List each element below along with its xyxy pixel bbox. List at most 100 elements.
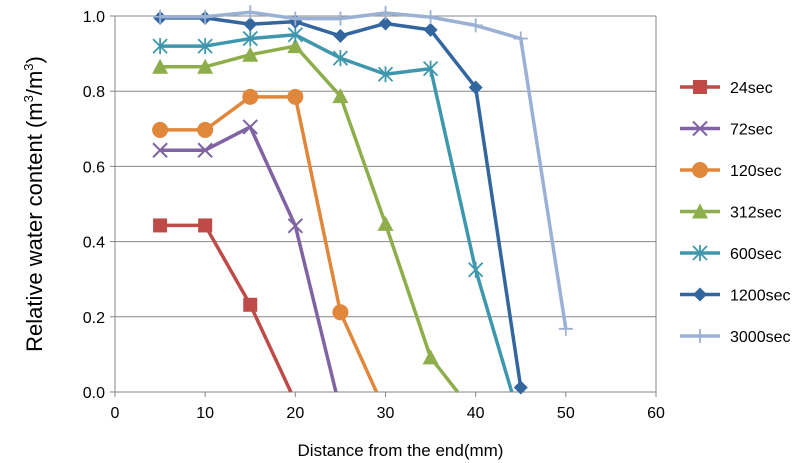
data-point-600sec-4 — [332, 50, 349, 67]
series-group — [152, 5, 573, 395]
data-point-120sec-2 — [242, 88, 259, 105]
x-tick-label-6: 60 — [647, 405, 665, 422]
data-point-72sec-0 — [152, 142, 168, 158]
data-point-120sec-4 — [332, 304, 349, 321]
data-point-120sec-3 — [287, 88, 304, 105]
grid-lines — [115, 15, 656, 318]
data-point-3000sec-3 — [288, 11, 303, 26]
data-point-1200sec-6 — [423, 22, 438, 37]
data-point-600sec-0 — [152, 38, 168, 55]
data-point-1200sec-4 — [333, 28, 348, 43]
data-point-24sec-1 — [198, 218, 213, 233]
data-point-3000sec-6 — [423, 10, 438, 25]
y-tick-label-0: 0.0 — [83, 385, 105, 402]
series-72sec — [152, 119, 338, 393]
data-point-24sec-2 — [243, 297, 258, 312]
legend-label-3000sec: 3000sec — [730, 329, 791, 346]
legend-marker-600sec — [692, 245, 708, 261]
x-tick-label-0: 0 — [111, 405, 120, 422]
y-tick-label-4: 0.8 — [83, 84, 105, 101]
y-tick-label-3: 0.6 — [83, 159, 105, 176]
x-tick-label-1: 10 — [196, 405, 214, 422]
data-point-3000sec-8 — [513, 31, 528, 46]
data-point-3000sec-2 — [243, 5, 258, 20]
legend-marker-72sec — [692, 120, 708, 137]
data-point-600sec-1 — [197, 38, 213, 55]
legend-label-24sec: 24sec — [730, 80, 773, 97]
axes: 0.0 0.2 0.4 0.6 0.8 1.0 0 10 20 30 40 50 60 — [83, 9, 665, 422]
y-axis-title: Relative water content (m3/m3) — [21, 56, 47, 352]
data-point-600sec-7 — [468, 261, 484, 278]
legend-label-600sec: 600sec — [730, 246, 782, 263]
y-axis-title-end: ) — [22, 56, 47, 63]
legend-item-3000sec: 3000sec — [680, 329, 791, 346]
series-line-312sec — [160, 44, 460, 394]
series-24sec — [153, 218, 293, 393]
data-point-312sec-0 — [152, 58, 169, 74]
x-tick-label-5: 50 — [557, 405, 575, 422]
series-line-3000sec — [160, 10, 568, 330]
data-point-600sec-5 — [377, 66, 394, 83]
data-point-1200sec-8 — [513, 380, 528, 395]
data-point-120sec-0 — [152, 121, 169, 138]
series-line-1200sec — [160, 16, 523, 388]
legend-item-72sec: 72sec — [680, 120, 773, 139]
data-point-312sec-4 — [332, 88, 349, 104]
series-line-120sec — [160, 95, 379, 393]
legend-item-312sec: 312sec — [680, 203, 782, 222]
data-point-3000sec-4 — [333, 11, 348, 26]
y-tick-label-5: 1.0 — [83, 9, 105, 26]
series-120sec — [152, 88, 379, 393]
y-tick-label-1: 0.2 — [83, 310, 105, 327]
data-point-1200sec-2 — [243, 17, 258, 32]
y-axis-title-sup1: 3 — [21, 95, 36, 102]
data-point-1200sec-5 — [378, 16, 393, 31]
series-line-24sec — [160, 223, 293, 393]
x-tick-label-2: 20 — [286, 405, 304, 422]
data-point-600sec-6 — [422, 60, 439, 77]
legend-label-312sec: 312sec — [730, 205, 782, 222]
series-3000sec — [153, 5, 573, 336]
data-point-312sec-2 — [242, 46, 259, 62]
legend-marker-312sec — [692, 203, 708, 219]
data-point-72sec-1 — [197, 142, 213, 158]
data-point-600sec-3 — [287, 26, 303, 43]
legend-marker-120sec — [692, 162, 708, 178]
data-point-120sec-1 — [197, 121, 214, 138]
legend-label-120sec: 120sec — [730, 163, 782, 180]
x-axis-title: Distance from the end(mm) — [298, 441, 504, 460]
data-point-600sec-2 — [242, 30, 258, 47]
legend-item-120sec: 120sec — [680, 162, 782, 180]
series-line-600sec — [160, 33, 514, 393]
x-tick-label-4: 40 — [467, 405, 485, 422]
data-point-72sec-2 — [242, 119, 258, 135]
y-axis-title-sup2: 3 — [21, 63, 36, 70]
legend-marker-3000sec — [693, 329, 707, 343]
y-axis-title-main: Relative water content (m — [22, 102, 47, 351]
legend-item-24sec: 24sec — [680, 80, 773, 97]
y-axis-title-mid: /m — [22, 71, 47, 95]
data-point-3000sec-5 — [378, 5, 393, 20]
data-point-312sec-5 — [377, 215, 394, 231]
data-point-312sec-6 — [422, 349, 439, 365]
legend-marker-24sec — [693, 80, 707, 94]
legend-label-1200sec: 1200sec — [730, 288, 791, 305]
data-point-72sec-3 — [287, 218, 304, 234]
data-point-3000sec-1 — [198, 9, 213, 24]
legend-marker-1200sec — [693, 287, 707, 302]
x-tick-label-3: 30 — [377, 405, 395, 422]
series-600sec — [152, 26, 514, 393]
legend-label-72sec: 72sec — [730, 122, 773, 139]
legend-item-600sec: 600sec — [680, 245, 782, 263]
series-312sec — [152, 38, 460, 394]
legend: 24sec 72sec 120sec 312sec 600sec 1200sec 3000s… — [680, 80, 791, 346]
y-tick-label-2: 0.4 — [83, 235, 105, 252]
series-1200sec — [153, 10, 528, 395]
data-point-1200sec-7 — [468, 80, 483, 95]
data-point-312sec-3 — [287, 38, 304, 54]
legend-item-1200sec: 1200sec — [680, 287, 791, 305]
data-point-24sec-0 — [153, 218, 168, 233]
data-point-3000sec-7 — [468, 18, 483, 33]
